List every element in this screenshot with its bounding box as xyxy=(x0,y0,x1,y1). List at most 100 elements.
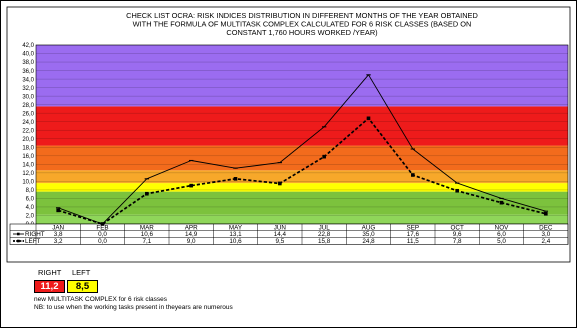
data-label: 10,6 xyxy=(141,231,154,238)
data-label: 2,4 xyxy=(541,238,550,245)
y-tick-label: 32,0 xyxy=(22,86,34,92)
legend-note-2: NB: to use when the working tasks presen… xyxy=(34,303,233,311)
data-table: JAN FEB MAR APR MAY JUN JUL AUG SEP OCT NOV DEC RIGH… xyxy=(9,223,569,245)
series-line xyxy=(58,74,546,225)
x-tick-label: OCT xyxy=(451,225,464,232)
y-tick-label: 14,0 xyxy=(22,163,34,169)
y-tick-label: 10,0 xyxy=(22,180,34,186)
y-tick-label: 42,0 xyxy=(22,43,34,49)
series-lines xyxy=(55,74,549,226)
data-point xyxy=(100,222,105,226)
data-label: 22,8 xyxy=(318,231,331,238)
y-tick-label: 12,0 xyxy=(22,171,34,177)
y-tick-label: 26,0 xyxy=(22,111,34,117)
y-tick-label: 2,0 xyxy=(26,214,35,220)
x-tick-label: AUG xyxy=(362,225,376,232)
data-label: 17,6 xyxy=(407,231,420,238)
risk-band xyxy=(36,45,568,107)
y-tick-label: 4,0 xyxy=(26,205,35,211)
data-point xyxy=(189,183,193,188)
data-label: 3,2 xyxy=(54,238,63,245)
x-tick-label: FEB xyxy=(96,225,108,232)
risk-band xyxy=(36,183,568,192)
data-point xyxy=(455,188,459,193)
data-label: 5,0 xyxy=(497,238,506,245)
x-tick-label: JUN xyxy=(274,225,287,232)
risk-band xyxy=(36,191,568,215)
data-label: 11,5 xyxy=(407,238,419,245)
data-label: 13,1 xyxy=(229,231,242,238)
y-tick-label: 8,0 xyxy=(26,188,35,194)
legend-left-label: LEFT xyxy=(72,268,91,277)
data-label: 10,6 xyxy=(229,238,242,245)
chart-title-line: WITH THE FORMULA OF MULTITASK COMPLEX CA… xyxy=(133,20,472,29)
y-tick-label: 38,0 xyxy=(22,60,34,66)
x-tick-label: DEC xyxy=(539,225,553,232)
data-label: 14,4 xyxy=(274,231,287,238)
data-label: 0,0 xyxy=(98,238,107,245)
risk-band xyxy=(36,214,568,224)
data-label: 3,0 xyxy=(541,231,550,238)
data-label: 7,8 xyxy=(453,238,462,245)
y-tick-label: 16,0 xyxy=(22,154,34,160)
x-tick-label: MAR xyxy=(140,225,154,232)
risk-band xyxy=(36,170,568,184)
data-point xyxy=(499,200,504,205)
table-legend-marker xyxy=(17,239,20,243)
y-tick-label: 34,0 xyxy=(22,77,34,83)
y-tick-label: 6,0 xyxy=(26,197,35,203)
y-tick-label: 28,0 xyxy=(22,103,34,109)
y-tick-labels: 0,02,04,06,08,010,012,014,016,018,020,02… xyxy=(22,43,34,228)
data-point xyxy=(278,181,282,186)
data-point xyxy=(145,191,149,196)
x-tick-label: SEP xyxy=(407,225,420,232)
x-tick-label: MAY xyxy=(229,225,243,232)
x-tick-label: JAN xyxy=(52,225,64,232)
data-label: 9,6 xyxy=(453,231,462,238)
data-point xyxy=(322,154,326,159)
data-label: 35,0 xyxy=(362,231,375,238)
legend-left-value: 8,5 xyxy=(67,280,98,293)
data-point xyxy=(411,173,415,177)
legend-notes: new MULTITASK COMPLEX for 6 risk classes… xyxy=(34,296,279,311)
y-tick-label: 30,0 xyxy=(22,94,34,100)
data-label: 9,5 xyxy=(275,238,284,245)
data-label: 14,9 xyxy=(185,231,198,238)
y-tick-label: 22,0 xyxy=(22,128,34,134)
legend-right-value: 11,2 xyxy=(34,280,65,293)
chart-title-line: CONSTANT 1,760 HOURS WORKED /YEAR) xyxy=(226,28,377,37)
risk-band xyxy=(36,106,568,146)
table-body xyxy=(9,223,569,245)
data-label: 7,1 xyxy=(142,238,151,245)
legend-note-1: new MULTITASK COMPLEX for 6 risk classes xyxy=(34,296,168,303)
table-series-name: RIGHT xyxy=(25,231,45,238)
data-label: 0,0 xyxy=(98,231,107,238)
y-tick-label: 24,0 xyxy=(22,120,34,126)
risk-bands xyxy=(36,45,568,224)
data-point xyxy=(56,208,60,213)
risk-band xyxy=(36,145,568,171)
y-tick-label: 40,0 xyxy=(22,52,34,58)
data-label: 24,8 xyxy=(362,238,375,245)
legend-boxes: 11,2 8,5 xyxy=(34,280,354,294)
chart-title-line: CHECK LIST OCRA: RISK INDICES DISTRIBUTI… xyxy=(126,11,478,20)
data-label: 3,8 xyxy=(54,231,63,238)
table-series-name: LEFT xyxy=(25,238,41,245)
x-tick-label: NOV xyxy=(495,225,509,232)
data-label: 6,0 xyxy=(497,231,506,238)
data-label: 15,8 xyxy=(318,238,331,245)
y-tick-label: 20,0 xyxy=(22,137,34,143)
x-tick-label: APR xyxy=(185,225,198,232)
chart-title: CHECK LIST OCRA: RISK INDICES DISTRIBUTI… xyxy=(126,11,478,37)
legend-right-label: RIGHT xyxy=(38,268,62,277)
series-line xyxy=(57,117,547,225)
table-legend-marker xyxy=(17,232,20,236)
x-tick-label: JUL xyxy=(319,225,331,232)
data-point xyxy=(366,116,371,121)
legend-header: RIGHT LEFT xyxy=(34,268,354,278)
data-label: 9,0 xyxy=(187,238,196,245)
data-point xyxy=(544,211,548,216)
data-point xyxy=(233,177,238,181)
y-tick-label: 18,0 xyxy=(22,145,34,151)
